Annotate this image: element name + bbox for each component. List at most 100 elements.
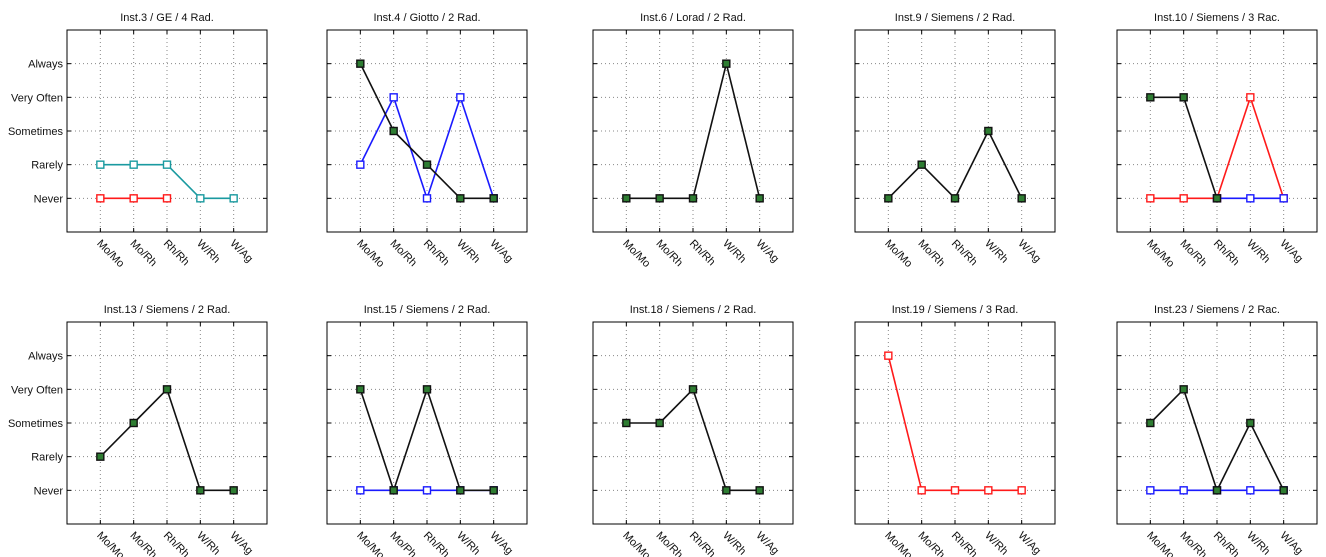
x-tick-label: W/Rh <box>194 238 222 266</box>
data-point-marker <box>1246 194 1255 203</box>
y-tick-label: Always <box>28 351 63 363</box>
data-point-marker <box>1246 418 1255 428</box>
x-tick-label: Rh/Rh <box>687 238 718 269</box>
x-tick-label: W/Ag <box>228 238 256 266</box>
x-tick-label: W/Rh <box>720 238 748 266</box>
series-line-segment <box>166 164 201 199</box>
y-tick-label: Sometimes <box>8 126 64 138</box>
data-point-marker <box>489 194 498 203</box>
y-tick-label: Never <box>34 485 64 497</box>
data-point-marker <box>950 486 960 495</box>
data-point-marker <box>1279 194 1288 203</box>
y-tick-label: Very Often <box>11 384 63 396</box>
series-line-segment <box>1216 422 1252 491</box>
y-tick-label: Never <box>34 193 64 205</box>
data-point-marker <box>162 160 172 169</box>
series-line-segment <box>1216 97 1252 199</box>
series-line-segment <box>1182 97 1218 199</box>
data-point-marker <box>722 59 731 68</box>
series-line-segment <box>659 388 694 424</box>
x-tick-label: W/Ag <box>488 530 516 557</box>
chart-title: Inst.6 / Lorad / 2 Rad. <box>640 12 746 24</box>
x-tick-label: Rh/Rh <box>1211 530 1242 557</box>
series-line-segment <box>1249 422 1285 491</box>
series-line-segment <box>166 389 202 491</box>
series-line-segment <box>1249 97 1285 199</box>
chart-title: Inst.18 / Siemens / 2 Rad. <box>630 304 757 316</box>
data-point-marker <box>1146 194 1155 203</box>
series-line-segment <box>887 355 923 491</box>
series-line-segment <box>954 130 990 199</box>
data-point-marker <box>422 486 432 495</box>
series-line-segment <box>1149 388 1185 424</box>
x-tick-label: Rh/Rh <box>421 530 452 557</box>
series-line-segment <box>1182 389 1218 491</box>
y-tick-label: Always <box>28 59 63 71</box>
x-tick-label: Mo/Mo <box>1144 238 1176 270</box>
x-tick-label: Rh/Rh <box>949 238 980 269</box>
chart-title: Inst.10 / Siemens / 3 Rac. <box>1154 12 1280 24</box>
x-tick-label: Mo/Rh <box>128 238 159 269</box>
data-point-marker <box>655 418 664 428</box>
x-tick-label: W/Rh <box>1244 530 1272 557</box>
y-tick-label: Very Often <box>11 92 63 104</box>
x-tick-label: Mo/Rh <box>654 238 685 269</box>
series-line-segment <box>133 388 168 424</box>
series-line-segment <box>692 389 728 491</box>
x-tick-label: Mo/Rh <box>128 530 159 557</box>
x-tick-label: W/Ag <box>754 238 782 266</box>
series-line-segment <box>426 164 461 199</box>
x-tick-label: Mo/Mo <box>354 238 386 270</box>
chart-title: Inst.3 / GE / 4 Rad. <box>120 12 214 24</box>
series-line-segment <box>99 422 135 458</box>
data-point-marker <box>162 385 172 394</box>
x-tick-label: W/Ag <box>228 530 256 557</box>
data-point-marker <box>356 59 365 68</box>
x-tick-label: Mo/Mo <box>620 238 652 270</box>
data-point-marker <box>422 385 432 394</box>
chart-panel: Inst.6 / Lorad / 2 Rad.Mo/Mo Mo/Rh Rh/Rh W/… <box>592 12 794 270</box>
x-tick-label: Mo/Mo <box>354 530 386 557</box>
chart-title: Inst.19 / Siemens / 3 Rad. <box>892 304 1019 316</box>
data-point-marker <box>984 126 993 136</box>
data-point-marker <box>688 194 698 203</box>
chart-panel: Inst.18 / Siemens / 2 Rad. Mo/Mo Mo/Rh Rh/R… <box>592 304 794 557</box>
data-point-marker <box>655 194 664 203</box>
x-tick-label: Mo/Mo <box>1144 530 1176 557</box>
data-point-marker <box>1246 93 1255 102</box>
data-point-marker <box>1146 486 1155 495</box>
data-point-marker <box>1212 486 1222 495</box>
data-point-marker <box>917 160 926 169</box>
x-tick-label: W/Ag <box>754 530 782 557</box>
chart-title: Inst.15 / Siemens / 2 Rad. <box>364 304 491 316</box>
series-line-segment <box>921 164 956 199</box>
series-line-segment <box>426 389 462 491</box>
data-point-marker <box>1246 486 1255 495</box>
x-tick-label: Mo/Mo <box>620 530 652 557</box>
y-tick-label: Rarely <box>31 452 63 464</box>
data-point-marker <box>229 486 238 495</box>
x-tick-label: W/Rh <box>982 530 1010 557</box>
series-line-segment <box>887 164 923 199</box>
series-line-segment <box>426 97 462 199</box>
x-tick-label: Mo/Mo <box>94 530 126 557</box>
data-point-marker <box>755 194 764 203</box>
x-tick-label: Rh/Rh <box>161 530 192 557</box>
chart-title: Inst.4 / Giotto / 2 Rad. <box>374 12 481 24</box>
data-point-marker <box>622 418 631 428</box>
data-point-marker <box>950 194 960 203</box>
data-point-marker <box>389 93 398 102</box>
x-tick-label: W/Ag <box>1278 530 1306 557</box>
x-tick-label: W/Ag <box>1278 238 1306 266</box>
series-line-segment <box>359 96 395 166</box>
data-point-marker <box>162 194 172 203</box>
series-line-segment <box>987 130 1023 199</box>
data-point-marker <box>1179 486 1188 495</box>
chart-panel: Inst.15 / Siemens / 2 Rad. Mo/Mo Mo/Ph Rh/R… <box>326 304 528 557</box>
chart-panel: Inst.13 / Siemens / 2 Rad. Never Rarely Som… <box>8 304 268 557</box>
data-point-marker <box>1179 385 1188 394</box>
chart-panel: Inst.19 / Siemens / 3 Rad. Mo/Mo Mo/Rh Rh/R… <box>854 304 1056 557</box>
data-point-marker <box>722 486 731 495</box>
x-tick-label: W/Ag <box>488 238 516 266</box>
x-tick-label: W/Rh <box>454 530 482 557</box>
